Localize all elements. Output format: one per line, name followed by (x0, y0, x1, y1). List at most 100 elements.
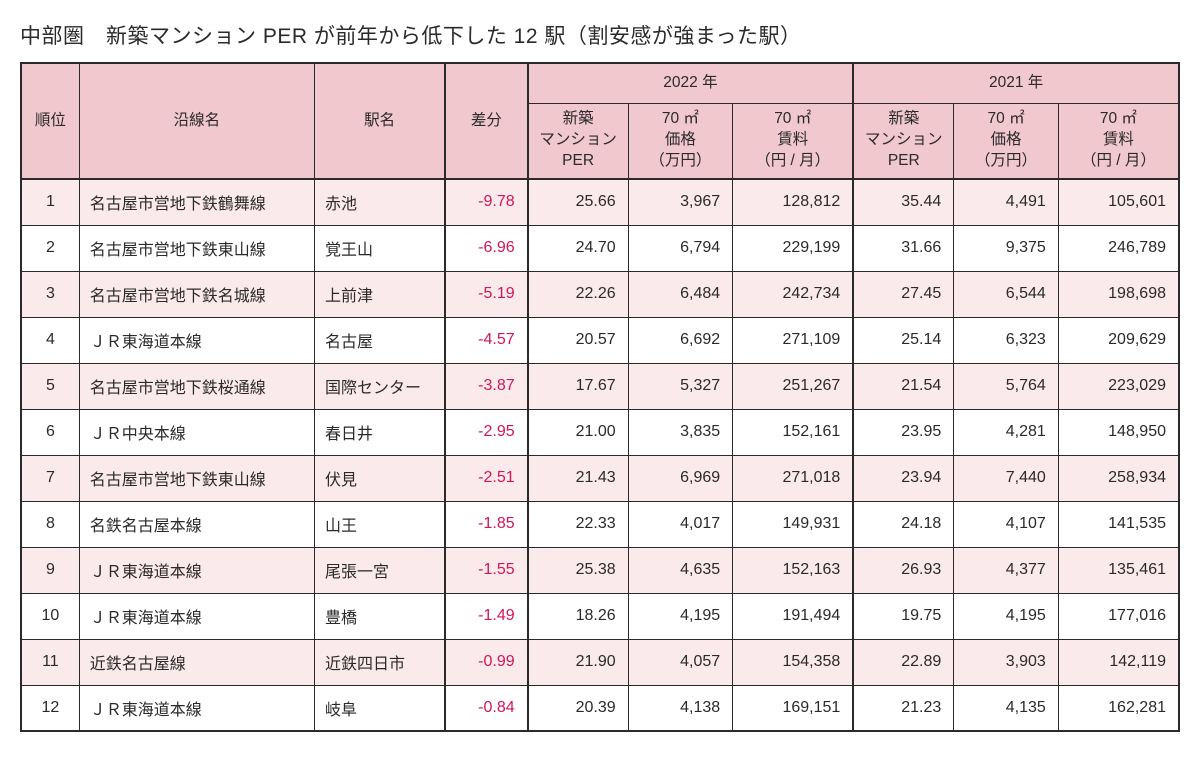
cell-rank: 1 (21, 179, 79, 225)
cell-per-2022: 18.26 (528, 593, 629, 639)
cell-rank: 3 (21, 271, 79, 317)
col-header-rank: 順位 (21, 63, 79, 179)
cell-rank: 11 (21, 639, 79, 685)
cell-rent-2021: 162,281 (1058, 685, 1179, 731)
cell-rent-2021: 198,698 (1058, 271, 1179, 317)
cell-diff: -4.57 (445, 317, 527, 363)
cell-line: 名古屋市営地下鉄東山線 (79, 455, 314, 501)
cell-price-2021: 5,764 (954, 363, 1059, 409)
cell-price-2021: 4,107 (954, 501, 1059, 547)
cell-price-2022: 6,484 (628, 271, 733, 317)
cell-per-2022: 21.90 (528, 639, 629, 685)
cell-line: 名古屋市営地下鉄東山線 (79, 225, 314, 271)
cell-diff: -1.55 (445, 547, 527, 593)
cell-per-2022: 20.57 (528, 317, 629, 363)
table-row: 7名古屋市営地下鉄東山線伏見-2.5121.436,969271,01823.9… (21, 455, 1179, 501)
cell-price-2022: 6,969 (628, 455, 733, 501)
cell-line: ＪＲ中央本線 (79, 409, 314, 455)
col-header-price-2021: 70 ㎡価格（万円） (954, 103, 1059, 179)
cell-line: 近鉄名古屋線 (79, 639, 314, 685)
cell-price-2021: 4,491 (954, 179, 1059, 225)
cell-price-2022: 4,195 (628, 593, 733, 639)
cell-price-2022: 6,692 (628, 317, 733, 363)
col-header-year-2022: 2022 年 (528, 63, 854, 103)
cell-line: 名古屋市営地下鉄桜通線 (79, 363, 314, 409)
cell-line: ＪＲ東海道本線 (79, 685, 314, 731)
cell-line: 名鉄名古屋本線 (79, 501, 314, 547)
col-header-diff: 差分 (445, 63, 527, 179)
cell-rent-2022: 271,109 (733, 317, 854, 363)
col-header-rent-2021: 70 ㎡賃料（円 / 月） (1058, 103, 1179, 179)
cell-rent-2021: 209,629 (1058, 317, 1179, 363)
cell-station: 岐阜 (315, 685, 446, 731)
cell-rent-2021: 223,029 (1058, 363, 1179, 409)
cell-per-2021: 26.93 (853, 547, 954, 593)
cell-per-2021: 25.14 (853, 317, 954, 363)
col-header-station: 駅名 (315, 63, 446, 179)
cell-rank: 6 (21, 409, 79, 455)
col-header-per-2022: 新築マンションPER (528, 103, 629, 179)
cell-per-2021: 19.75 (853, 593, 954, 639)
cell-line: 名古屋市営地下鉄名城線 (79, 271, 314, 317)
cell-rank: 10 (21, 593, 79, 639)
cell-station: 上前津 (315, 271, 446, 317)
cell-rent-2022: 191,494 (733, 593, 854, 639)
cell-diff: -1.85 (445, 501, 527, 547)
cell-per-2021: 23.94 (853, 455, 954, 501)
cell-rank: 7 (21, 455, 79, 501)
cell-price-2022: 3,967 (628, 179, 733, 225)
cell-station: 近鉄四日市 (315, 639, 446, 685)
col-header-year-2021: 2021 年 (853, 63, 1179, 103)
cell-rank: 4 (21, 317, 79, 363)
cell-station: 赤池 (315, 179, 446, 225)
cell-rank: 9 (21, 547, 79, 593)
cell-station: 名古屋 (315, 317, 446, 363)
cell-station: 国際センター (315, 363, 446, 409)
table-row: 9ＪＲ東海道本線尾張一宮-1.5525.384,635152,16326.934… (21, 547, 1179, 593)
cell-diff: -6.96 (445, 225, 527, 271)
cell-per-2021: 21.23 (853, 685, 954, 731)
table-row: 11近鉄名古屋線近鉄四日市-0.9921.904,057154,35822.89… (21, 639, 1179, 685)
cell-per-2021: 31.66 (853, 225, 954, 271)
page-title: 中部圏 新築マンション PER が前年から低下した 12 駅（割安感が強まった駅… (20, 20, 1180, 50)
cell-per-2022: 17.67 (528, 363, 629, 409)
cell-rent-2022: 152,163 (733, 547, 854, 593)
cell-diff: -2.95 (445, 409, 527, 455)
cell-price-2021: 9,375 (954, 225, 1059, 271)
cell-station: 伏見 (315, 455, 446, 501)
cell-per-2021: 23.95 (853, 409, 954, 455)
cell-rent-2021: 246,789 (1058, 225, 1179, 271)
cell-station: 山王 (315, 501, 446, 547)
cell-price-2021: 4,135 (954, 685, 1059, 731)
cell-price-2021: 6,544 (954, 271, 1059, 317)
cell-line: ＪＲ東海道本線 (79, 317, 314, 363)
table-row: 10ＪＲ東海道本線豊橋-1.4918.264,195191,49419.754,… (21, 593, 1179, 639)
cell-rent-2021: 141,535 (1058, 501, 1179, 547)
cell-per-2021: 24.18 (853, 501, 954, 547)
cell-price-2022: 5,327 (628, 363, 733, 409)
cell-per-2021: 35.44 (853, 179, 954, 225)
cell-rent-2022: 128,812 (733, 179, 854, 225)
cell-per-2022: 25.38 (528, 547, 629, 593)
cell-rent-2022: 152,161 (733, 409, 854, 455)
table-row: 8名鉄名古屋本線山王-1.8522.334,017149,93124.184,1… (21, 501, 1179, 547)
cell-rank: 8 (21, 501, 79, 547)
cell-rent-2022: 271,018 (733, 455, 854, 501)
col-header-per-2021: 新築マンションPER (853, 103, 954, 179)
cell-rent-2021: 177,016 (1058, 593, 1179, 639)
cell-rent-2021: 105,601 (1058, 179, 1179, 225)
cell-price-2022: 4,057 (628, 639, 733, 685)
cell-line: ＪＲ東海道本線 (79, 547, 314, 593)
table-row: 12ＪＲ東海道本線岐阜-0.8420.394,138169,15121.234,… (21, 685, 1179, 731)
col-header-line: 沿線名 (79, 63, 314, 179)
cell-diff: -9.78 (445, 179, 527, 225)
cell-price-2021: 6,323 (954, 317, 1059, 363)
cell-per-2022: 20.39 (528, 685, 629, 731)
cell-price-2021: 3,903 (954, 639, 1059, 685)
cell-price-2021: 7,440 (954, 455, 1059, 501)
cell-rent-2022: 251,267 (733, 363, 854, 409)
cell-rank: 2 (21, 225, 79, 271)
col-header-price-2022: 70 ㎡価格（万円） (628, 103, 733, 179)
cell-rent-2021: 148,950 (1058, 409, 1179, 455)
cell-per-2022: 21.43 (528, 455, 629, 501)
